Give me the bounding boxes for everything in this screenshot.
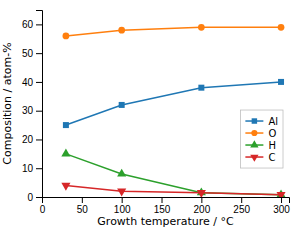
x-axis-title: Growth temperature / °C bbox=[97, 215, 234, 228]
x-axis: 0 50 100 150 200 250 300 bbox=[40, 197, 291, 215]
tick-mark bbox=[36, 24, 42, 25]
series-line bbox=[66, 185, 281, 194]
tick-label: 250 bbox=[233, 204, 250, 215]
legend-box bbox=[240, 110, 283, 168]
tick-label: 40 bbox=[22, 77, 34, 88]
tick: 100 bbox=[114, 197, 131, 215]
legend-marker bbox=[252, 118, 257, 123]
y-axis-title: Composition / atom-% bbox=[1, 42, 14, 164]
tick-label: 0 bbox=[27, 192, 33, 203]
tick: 20 bbox=[22, 134, 42, 145]
legend-marker bbox=[250, 155, 258, 162]
point bbox=[278, 24, 285, 31]
tick-label: 50 bbox=[22, 48, 34, 59]
tick-mark bbox=[241, 197, 242, 203]
tick: 50 bbox=[22, 48, 42, 59]
legend-item: O bbox=[245, 128, 276, 139]
chart: 0 50 100 150 200 250 300 0 10 20 30 40 50 60 AlOHC Grow… bbox=[0, 0, 301, 229]
tick-mark bbox=[36, 139, 42, 140]
point bbox=[63, 122, 69, 128]
point bbox=[119, 102, 125, 108]
tick-mark bbox=[36, 82, 42, 83]
tick: 40 bbox=[22, 77, 42, 88]
tick-mark bbox=[36, 53, 42, 54]
tick: 200 bbox=[194, 197, 211, 215]
tick-mark bbox=[36, 168, 42, 169]
tick-label: 10 bbox=[22, 163, 34, 174]
tick-mark bbox=[201, 197, 202, 203]
tick-label: 0 bbox=[40, 204, 46, 215]
point bbox=[117, 189, 126, 197]
y-axis: 0 10 20 30 40 50 60 bbox=[22, 11, 43, 203]
tick: 250 bbox=[233, 197, 250, 215]
tick-mark bbox=[122, 197, 123, 203]
point bbox=[61, 149, 70, 157]
tick: 60 bbox=[22, 19, 42, 30]
tick-mark bbox=[281, 197, 282, 203]
tick-label: 60 bbox=[22, 19, 34, 30]
axis-line bbox=[43, 198, 290, 204]
tick-label: 20 bbox=[22, 134, 34, 145]
tick-mark bbox=[36, 111, 42, 112]
legend: AlOHC bbox=[240, 110, 283, 168]
point bbox=[118, 27, 125, 34]
legend-item: H bbox=[245, 140, 276, 151]
legend-item: C bbox=[245, 152, 275, 163]
point bbox=[63, 33, 70, 40]
point bbox=[276, 192, 285, 197]
legend-label: Al bbox=[268, 116, 278, 127]
tick-mark bbox=[36, 197, 42, 198]
tick-mark bbox=[162, 197, 163, 203]
tick: 10 bbox=[22, 163, 42, 174]
tick-label: 50 bbox=[77, 204, 89, 215]
marks bbox=[61, 24, 285, 197]
legend-label: C bbox=[268, 152, 275, 163]
legend-label: O bbox=[268, 128, 276, 139]
series-line bbox=[66, 27, 281, 36]
tick: 30 bbox=[22, 105, 42, 116]
tick-label: 30 bbox=[22, 105, 34, 116]
point bbox=[197, 190, 206, 197]
legend-marker bbox=[251, 130, 257, 136]
tick: 300 bbox=[273, 197, 290, 215]
tick-label: 200 bbox=[194, 204, 211, 215]
point bbox=[198, 24, 205, 31]
tick-label: 300 bbox=[273, 204, 290, 215]
legend-marker bbox=[250, 140, 258, 147]
point bbox=[117, 169, 126, 177]
legend-label: H bbox=[268, 140, 276, 151]
point bbox=[278, 79, 284, 85]
legend-item: Al bbox=[245, 116, 278, 127]
tick-label: 100 bbox=[114, 204, 131, 215]
plot: 0 50 100 150 200 250 300 0 10 20 30 40 50 60 AlOHC bbox=[22, 11, 290, 216]
tick: 0 bbox=[40, 197, 46, 215]
tick: 50 bbox=[77, 197, 89, 215]
point bbox=[198, 85, 204, 91]
tick-label: 150 bbox=[154, 204, 171, 215]
tick-mark bbox=[82, 197, 83, 203]
point bbox=[61, 183, 70, 191]
tick: 150 bbox=[154, 197, 171, 215]
tick: 0 bbox=[27, 192, 42, 203]
axis-line bbox=[36, 11, 43, 198]
